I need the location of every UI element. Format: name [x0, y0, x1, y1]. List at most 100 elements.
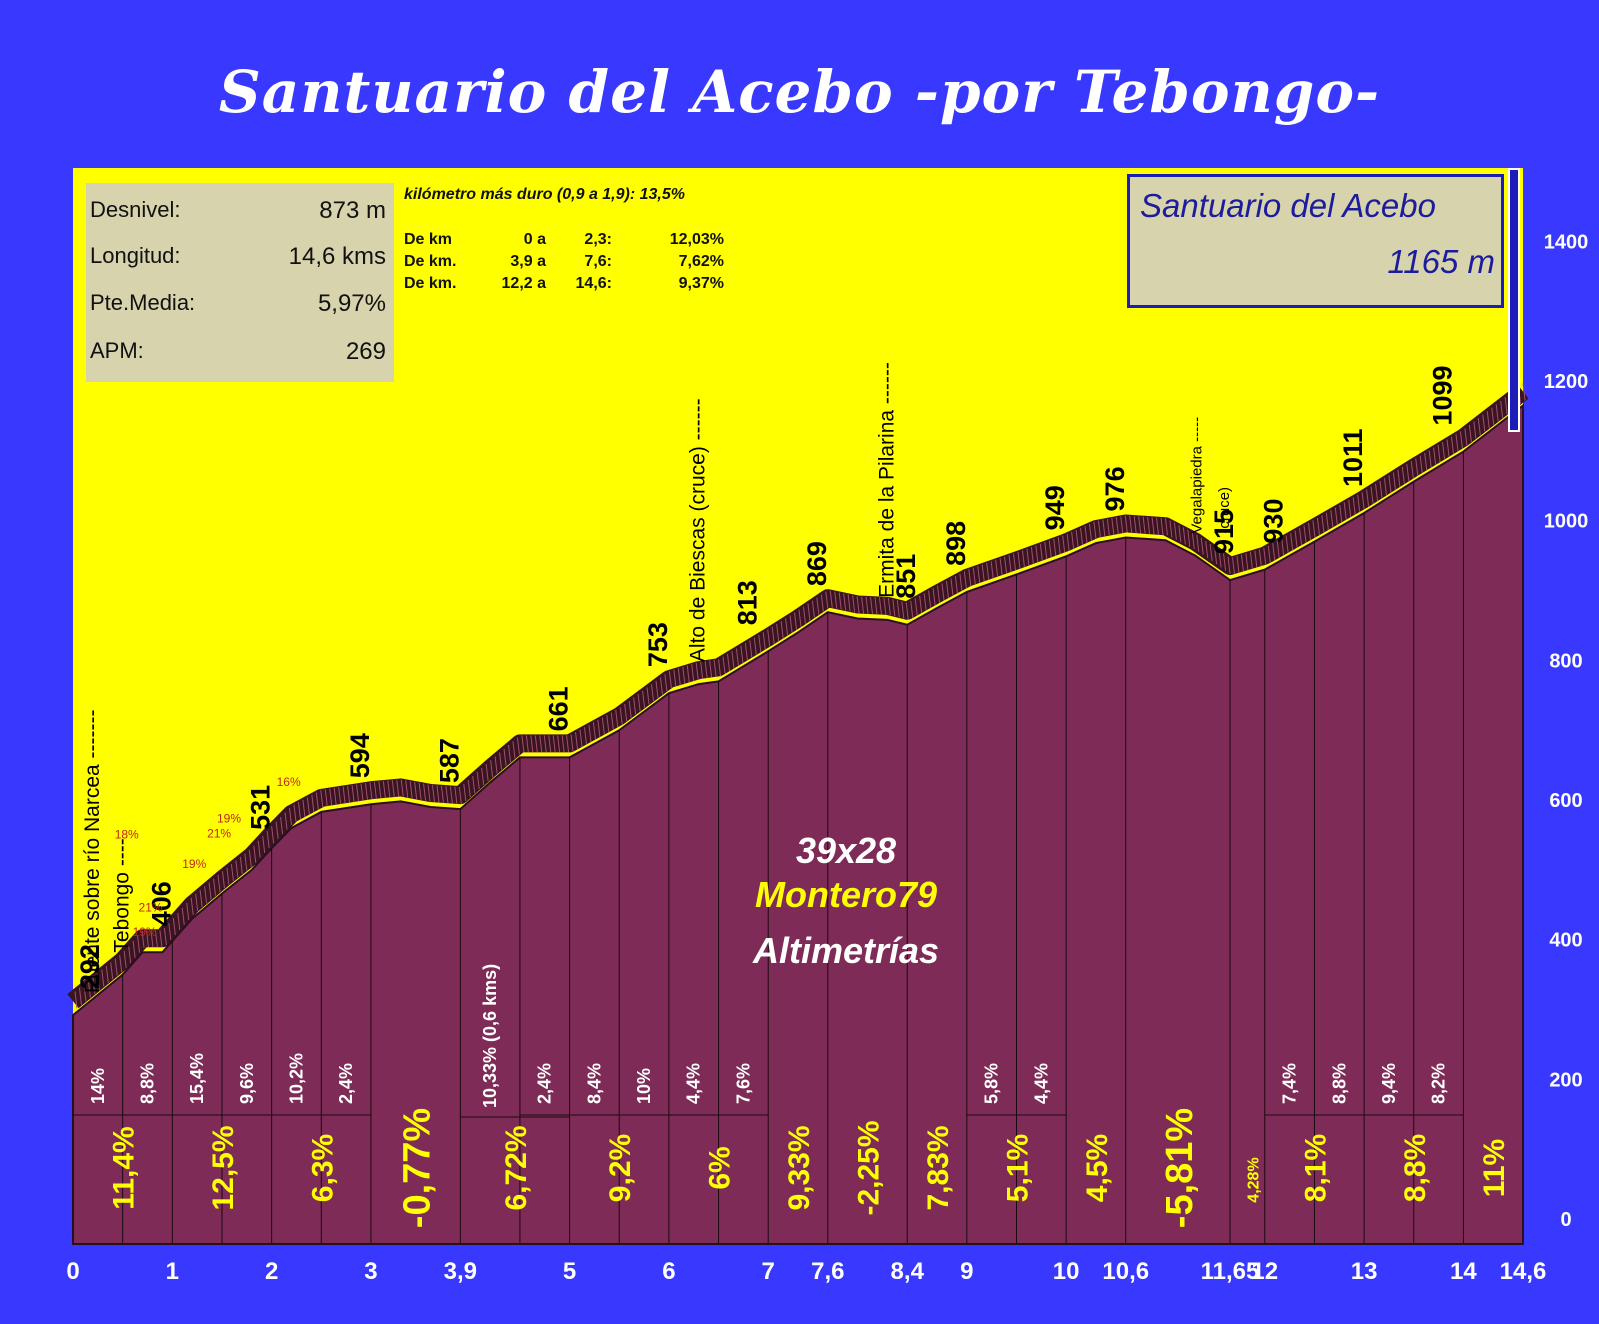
road-hatch: [432, 785, 436, 803]
road-hatch: [1321, 515, 1325, 533]
road-hatch: [436, 785, 440, 803]
stat-apm: APM: 269: [90, 338, 386, 368]
road-hatch: [253, 845, 257, 863]
stat-desnivel: Desnivel: 873 m: [90, 197, 386, 227]
x-tick-label: 9: [960, 1258, 973, 1285]
road-hatch: [391, 780, 395, 798]
road-hatch: [1468, 424, 1472, 443]
x-tick-label: 0: [66, 1258, 79, 1285]
road-hatch: [311, 794, 315, 813]
segment-grade: 12,03%: [669, 231, 724, 248]
road-hatch: [843, 593, 847, 611]
summit-box: Santuario del Acebo 1165 m: [1127, 174, 1504, 308]
road-hatch: [1392, 472, 1396, 490]
road-hatch: [668, 670, 672, 689]
road-hatch: [521, 735, 525, 753]
road-hatch: [726, 653, 730, 671]
altitude-label: 1099: [1428, 365, 1458, 425]
road-hatch: [244, 853, 248, 871]
section-grade-label: 6,72%: [500, 1125, 533, 1210]
segment-label: De km.: [404, 275, 457, 292]
road-hatch: [878, 597, 882, 615]
road-hatch: [999, 558, 1003, 576]
section-grade-label: 8,8%: [1399, 1134, 1432, 1202]
road-hatch: [1205, 540, 1209, 559]
road-hatch: [119, 954, 123, 973]
segment-from: 0 a: [523, 231, 546, 248]
x-tick-label: 7,6: [811, 1258, 844, 1285]
segment-row: De km 0 a 2,3: 12,03%: [404, 231, 724, 253]
road-hatch: [588, 724, 592, 742]
road-hatch: [499, 752, 503, 770]
road-hatch: [150, 930, 154, 948]
x-tick-label: 3,9: [444, 1258, 477, 1285]
road-hatch: [324, 789, 328, 807]
km-grade-label: 4,4%: [684, 1063, 704, 1104]
road-hatch: [1232, 557, 1235, 575]
road-hatch: [476, 772, 480, 790]
road-hatch: [986, 562, 990, 581]
road-hatch: [718, 659, 722, 677]
road-hatch: [396, 779, 400, 797]
altitude-label: 976: [1100, 466, 1130, 511]
road-hatch: [959, 573, 963, 591]
road-hatch: [954, 576, 958, 594]
road-hatch: [1156, 517, 1160, 535]
road-hatch: [257, 840, 261, 858]
segment-label: De km: [404, 231, 453, 248]
road-hatch: [1406, 463, 1410, 482]
road-hatch: [892, 599, 896, 617]
road-hatch: [1111, 518, 1115, 536]
road-hatch: [852, 595, 856, 613]
road-hatch: [400, 779, 404, 797]
altitude-label: 753: [643, 622, 673, 667]
road-hatch: [606, 714, 610, 733]
road-hatch: [490, 760, 494, 778]
road-hatch: [177, 912, 181, 930]
road-hatch: [950, 578, 954, 596]
road-hatch: [1388, 475, 1392, 493]
road-hatch: [624, 704, 628, 722]
stat-pte-media: Pte.Media: 5,97%: [90, 290, 386, 320]
road-hatch: [896, 600, 900, 618]
road-hatch: [508, 745, 511, 763]
road-hatch: [646, 687, 650, 705]
road-hatch: [628, 700, 632, 718]
road-hatch: [677, 668, 681, 686]
road-hatch: [1473, 421, 1477, 439]
road-hatch: [1357, 494, 1361, 512]
section-grade-label: 12,5%: [207, 1125, 240, 1210]
road-hatch: [1178, 525, 1182, 543]
section-grade-label: 9,33%: [783, 1125, 816, 1210]
road-hatch: [1021, 550, 1025, 568]
road-hatch: [275, 821, 279, 839]
road-hatch: [1491, 407, 1495, 425]
road-hatch: [1428, 450, 1432, 468]
road-hatch: [713, 659, 717, 677]
road-hatch: [284, 812, 288, 830]
stat-value: 873 m: [319, 197, 386, 224]
road-hatch: [1097, 520, 1101, 538]
road-hatch: [1383, 478, 1387, 496]
road-hatch: [418, 782, 422, 800]
road-hatch: [1258, 549, 1262, 567]
road-hatch: [467, 779, 471, 798]
road-hatch: [293, 804, 297, 822]
road-hatch: [217, 874, 221, 893]
road-hatch: [181, 907, 185, 925]
km-grade-label: 8,4%: [584, 1063, 604, 1104]
altitude-label: 531: [246, 785, 276, 830]
road-hatch: [744, 643, 748, 661]
segment-from: 12,2 a: [501, 275, 546, 292]
road-hatch: [1138, 516, 1142, 534]
road-hatch: [306, 797, 310, 815]
x-tick-label: 11,65: [1201, 1258, 1260, 1285]
road-hatch: [820, 594, 824, 612]
road-hatch: [963, 571, 967, 589]
road-hatch: [1004, 556, 1008, 574]
altitude-label: 1011: [1338, 428, 1368, 487]
road-hatch: [405, 780, 409, 798]
road-hatch: [798, 609, 802, 627]
road-hatch: [1464, 428, 1468, 446]
segments-table: De km 0 a 2,3: 12,03% De km. 3,9 a 7,6: …: [404, 231, 724, 297]
